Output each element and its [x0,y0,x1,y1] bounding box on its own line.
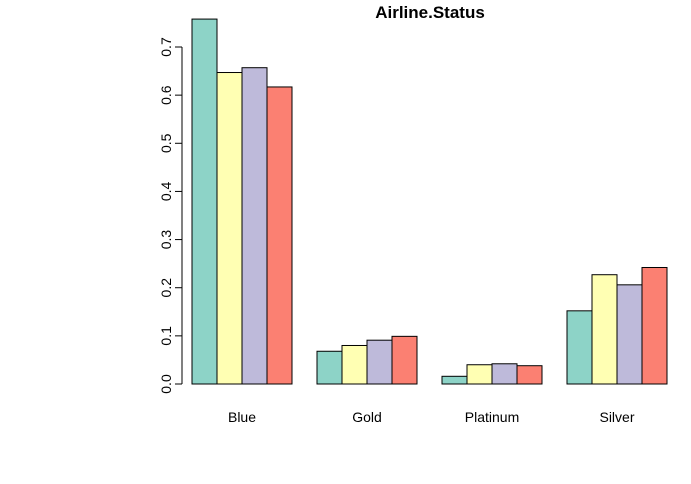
y-tick-label: 0.4 [158,181,174,201]
y-tick-label: 0.2 [158,278,174,298]
bar-silver-2 [591,274,618,385]
category-label-gold: Gold [352,409,382,425]
category-label-platinum: Platinum [465,409,519,425]
bar-blue-3 [241,67,268,385]
bar-silver-1 [566,310,593,385]
bar-platinum-3 [491,363,518,385]
bar-gold-1 [316,350,343,385]
bars [191,18,668,385]
category-label-blue: Blue [228,409,256,425]
y-tick-label: 0.5 [158,133,174,153]
category-label-silver: Silver [599,409,634,425]
chart-title: Airline.Status [375,3,485,22]
y-tick-label: 0.0 [158,374,174,394]
bar-gold-2 [341,344,368,385]
bar-platinum-1 [441,375,468,385]
y-tick-label: 0.6 [158,85,174,105]
bar-gold-4 [391,335,418,385]
bar-silver-4 [641,266,668,385]
bar-gold-3 [366,339,393,385]
bar-blue-4 [266,86,293,385]
bar-blue-1 [191,18,218,385]
bar-platinum-4 [516,365,543,385]
y-tick-label: 0.7 [158,37,174,57]
category-labels: Blue Gold Platinum Silver [228,409,635,425]
y-tick-label: 0.3 [158,230,174,250]
bar-platinum-2 [466,364,493,385]
y-axis: 0.0 0.1 0.2 0.3 0.4 0.5 0.6 0.7 [158,37,183,394]
bar-silver-3 [616,284,643,385]
bar-blue-2 [216,72,243,385]
y-tick-label: 0.1 [158,326,174,346]
